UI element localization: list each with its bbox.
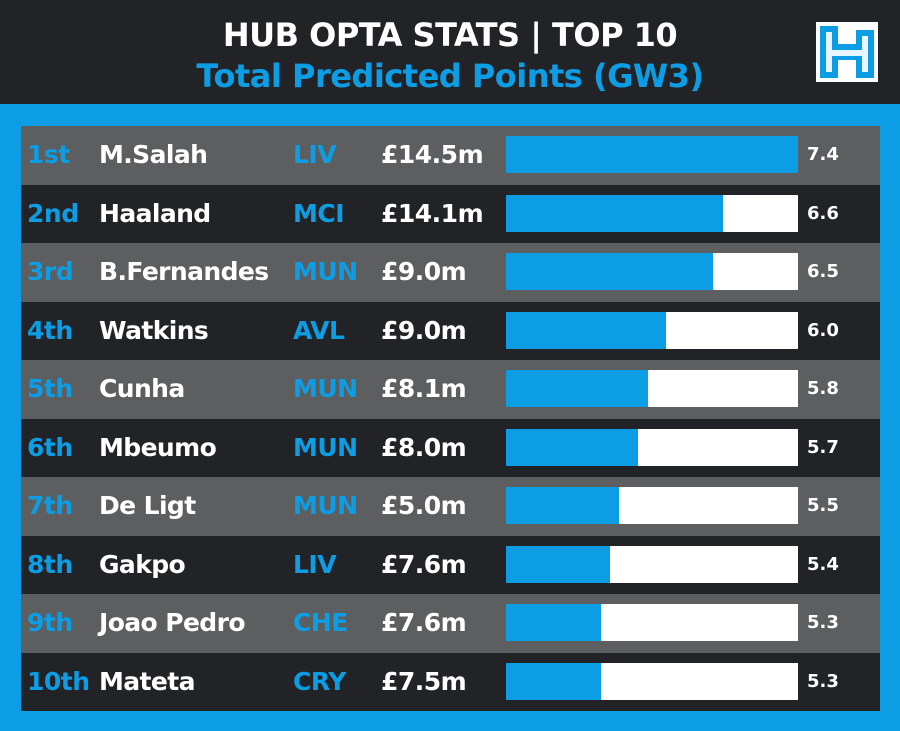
player-name: Mateta — [99, 666, 195, 696]
bar-track — [506, 136, 798, 173]
value-label: 5.5 — [807, 495, 839, 516]
team-label: MUN — [293, 374, 358, 403]
rank-label: 2nd — [27, 198, 79, 228]
team-label: MUN — [293, 257, 358, 286]
table-row: 10th Mateta CRY £7.5m 5.3 — [21, 652, 880, 711]
table-row: 8th Gakpo LIV £7.6m 5.4 — [21, 535, 880, 594]
bar — [506, 428, 639, 466]
rank-label: 8th — [27, 549, 73, 579]
bar-track — [506, 545, 798, 583]
price-label: £14.5m — [381, 140, 484, 169]
player-name: Watkins — [99, 315, 209, 345]
team-label: LIV — [293, 549, 337, 579]
value-label: 5.7 — [807, 436, 839, 458]
table-row: 1st M.Salah LIV £14.5m 7.4 — [21, 126, 880, 185]
player-name: M.Salah — [99, 140, 208, 169]
price-label: £5.0m — [381, 491, 467, 520]
team-label: MCI — [293, 198, 345, 228]
player-name: Mbeumo — [99, 432, 217, 462]
player-name: Cunha — [99, 374, 185, 403]
table-row: 7th De Ligt MUN £5.0m 5.5 — [21, 477, 880, 536]
rank-label: 7th — [27, 491, 73, 520]
page-subtitle: Total Predicted Points (GW3) — [196, 57, 704, 95]
bar-track — [506, 311, 798, 349]
rank-label: 4th — [27, 315, 73, 345]
stats-table: 1st M.Salah LIV £14.5m 7.4 2nd Haaland MCI £14.1… — [21, 126, 880, 711]
table-row: 3rd B.Fernandes MUN £9.0m 6.5 — [21, 243, 880, 302]
price-label: £7.5m — [381, 666, 467, 696]
bar-track — [506, 487, 798, 524]
page-title: HUB OPTA STATS | TOP 10 — [222, 16, 678, 54]
rank-label: 6th — [27, 432, 73, 462]
player-name: Joao Pedro — [99, 608, 246, 637]
price-label: £9.0m — [381, 315, 467, 345]
rank-label: 9th — [27, 608, 73, 637]
team-label: AVL — [293, 315, 345, 345]
price-label: £8.1m — [381, 374, 467, 403]
team-label: MUN — [293, 491, 358, 520]
bar-track — [506, 253, 798, 290]
bar-track — [506, 662, 798, 700]
table-row: 5th Cunha MUN £8.1m 5.8 — [21, 360, 880, 419]
header: HUB OPTA STATS | TOP 10 Total Predicted … — [0, 0, 900, 104]
price-label: £14.1m — [381, 198, 484, 228]
value-label: 5.3 — [807, 612, 839, 633]
value-label: 5.8 — [807, 378, 839, 399]
value-label: 7.4 — [807, 144, 839, 165]
bar-track — [506, 428, 798, 466]
value-label: 5.3 — [807, 670, 839, 692]
bar — [506, 136, 798, 173]
price-label: £9.0m — [381, 257, 467, 286]
team-label: CRY — [293, 666, 346, 696]
player-name: De Ligt — [99, 491, 196, 520]
bar — [506, 662, 601, 700]
player-name: Haaland — [99, 198, 211, 228]
bar-track — [506, 604, 798, 641]
bar-track — [506, 370, 798, 407]
table-row: 4th Watkins AVL £9.0m 6.0 — [21, 301, 880, 360]
team-label: CHE — [293, 608, 348, 637]
table-row: 2nd Haaland MCI £14.1m 6.6 — [21, 184, 880, 243]
fantasy-football-hub-logo-icon — [816, 22, 878, 82]
bar — [506, 253, 714, 290]
price-label: £7.6m — [381, 549, 467, 579]
bar — [506, 311, 667, 349]
price-label: £8.0m — [381, 432, 467, 462]
bar — [506, 194, 723, 232]
player-name: B.Fernandes — [99, 257, 269, 286]
rank-label: 5th — [27, 374, 73, 403]
bar — [506, 545, 611, 583]
bar — [506, 604, 601, 641]
bar — [506, 370, 648, 407]
rank-label: 10th — [27, 666, 90, 696]
team-label: LIV — [293, 140, 337, 169]
value-label: 6.5 — [807, 261, 839, 282]
bar — [506, 487, 620, 524]
value-label: 6.0 — [807, 319, 839, 341]
value-label: 6.6 — [807, 202, 839, 224]
player-name: Gakpo — [99, 549, 186, 579]
price-label: £7.6m — [381, 608, 467, 637]
table-row: 9th Joao Pedro CHE £7.6m 5.3 — [21, 594, 880, 653]
team-label: MUN — [293, 432, 358, 462]
rank-label: 3rd — [27, 257, 74, 286]
rank-label: 1st — [27, 140, 70, 169]
bar-track — [506, 194, 798, 232]
table-row: 6th Mbeumo MUN £8.0m 5.7 — [21, 418, 880, 477]
value-label: 5.4 — [807, 553, 839, 575]
